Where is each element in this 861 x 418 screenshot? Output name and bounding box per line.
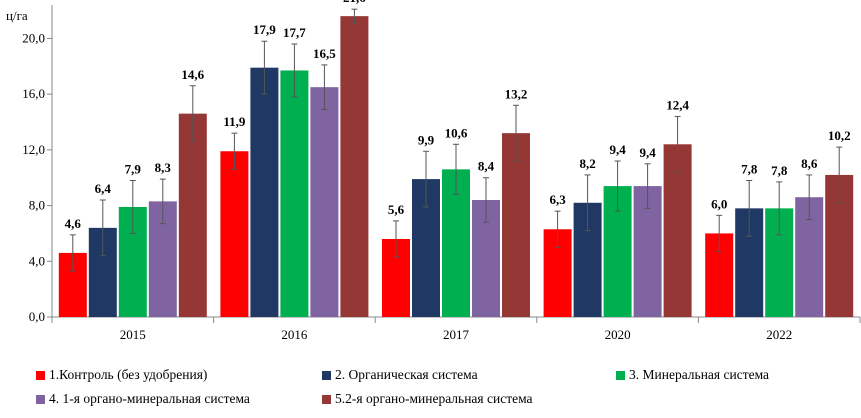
- legend-label: 4. 1-я органо-минеральная система: [49, 391, 250, 406]
- data-label: 17,9: [253, 22, 276, 37]
- data-label: 9,4: [639, 145, 656, 160]
- bar: [663, 144, 692, 317]
- data-label: 5,6: [388, 202, 405, 217]
- data-label: 13,2: [505, 86, 528, 101]
- bar: [310, 87, 339, 317]
- legend-swatch: [36, 370, 45, 380]
- x-tick-label: 2016: [281, 327, 308, 342]
- y-tick-label: 12,0: [22, 142, 45, 157]
- data-label: 17,7: [283, 25, 306, 40]
- legend-swatch: [616, 370, 625, 380]
- legend-item: 3. Минеральная система: [616, 367, 769, 383]
- data-label: 8,4: [478, 159, 495, 174]
- legend-swatch: [322, 394, 331, 404]
- bar: [178, 113, 207, 318]
- x-tick-label: 2017: [443, 327, 470, 342]
- legend-label: 3. Минеральная система: [629, 367, 770, 382]
- data-label: 21,6: [343, 0, 366, 5]
- data-label: 6,4: [95, 181, 112, 196]
- legend-label: 1.Контроль (без удобрения): [49, 367, 208, 382]
- data-label: 10,2: [828, 128, 851, 143]
- y-axis-unit-label: ц/га: [6, 8, 28, 23]
- bar: [502, 133, 530, 317]
- data-label: 6,3: [549, 192, 566, 207]
- legend-item: 1.Контроль (без удобрения): [36, 367, 207, 383]
- x-tick-label: 2022: [766, 327, 792, 342]
- bar: [280, 70, 309, 317]
- data-label: 8,3: [155, 160, 172, 175]
- data-label: 8,2: [579, 156, 595, 171]
- data-label: 4,6: [65, 216, 82, 231]
- legend-swatch: [322, 370, 331, 380]
- y-tick-label: 0,0: [29, 309, 45, 324]
- y-tick-label: 8,0: [29, 198, 45, 213]
- data-label: 7,8: [741, 162, 758, 177]
- bar: [250, 67, 279, 317]
- data-label: 10,6: [445, 125, 468, 140]
- data-label: 12,4: [666, 97, 689, 112]
- legend-item: 5.2-я органо-минеральная система: [322, 391, 533, 407]
- data-label: 9,9: [418, 132, 435, 147]
- legend-swatch: [36, 394, 45, 404]
- legend-item: 4. 1-я органо-минеральная система: [36, 391, 250, 407]
- bar: [340, 16, 369, 318]
- data-label: 11,9: [223, 114, 246, 129]
- data-label: 7,8: [771, 163, 788, 178]
- data-label: 6,0: [711, 196, 727, 211]
- y-tick-label: 16,0: [22, 86, 45, 101]
- y-tick-label: 20,0: [22, 30, 45, 45]
- data-label: 7,9: [125, 162, 142, 177]
- legend-label: 2. Органическая система: [335, 367, 478, 382]
- y-tick-label: 4,0: [29, 253, 45, 268]
- legend-label: 5.2-я органо-минеральная система: [335, 391, 533, 406]
- data-label: 9,4: [609, 142, 626, 157]
- data-label: 16,5: [313, 46, 336, 61]
- legend-item: 2. Органическая система: [322, 367, 478, 383]
- x-tick-label: 2015: [120, 327, 146, 342]
- x-tick-label: 2020: [605, 327, 631, 342]
- data-label: 14,6: [181, 67, 204, 82]
- data-label: 8,6: [801, 156, 818, 171]
- bar: [220, 151, 249, 317]
- legend: 1.Контроль (без удобрения) 2. Органическа…: [0, 362, 861, 418]
